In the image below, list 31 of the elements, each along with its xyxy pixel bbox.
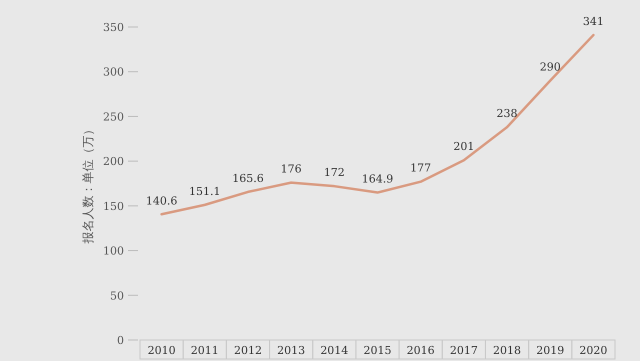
- x-tick-label: 2018: [493, 344, 522, 357]
- data-label: 238: [496, 107, 518, 120]
- x-tick-label: 2017: [450, 344, 478, 357]
- data-label: 290: [540, 60, 561, 74]
- x-tick-label: 2020: [579, 344, 608, 357]
- y-axis-title: 报名人数：单位（万）: [81, 124, 95, 244]
- x-tick-label: 2013: [277, 344, 306, 357]
- data-label: 201: [453, 140, 474, 154]
- y-tick-label: 350: [103, 21, 124, 34]
- data-label: 176: [280, 162, 302, 176]
- data-label: 151.1: [189, 184, 221, 198]
- y-tick-label: 100: [103, 244, 124, 258]
- data-label: 341: [582, 15, 604, 28]
- y-tick-label: 0: [117, 334, 124, 347]
- y-tick-label: 200: [103, 155, 124, 168]
- data-label: 172: [324, 166, 345, 180]
- x-tick-label: 2011: [190, 344, 219, 357]
- y-tick-label: 250: [103, 110, 124, 124]
- x-tick-label: 2016: [406, 344, 435, 357]
- data-label: 177: [410, 162, 432, 175]
- x-tick-label: 2010: [148, 344, 176, 357]
- data-label: 164.9: [362, 172, 394, 186]
- y-tick-label: 50: [110, 289, 124, 302]
- y-tick-label: 150: [103, 200, 124, 213]
- x-tick-label: 2014: [320, 344, 348, 357]
- x-tick-label: 2012: [234, 344, 262, 357]
- data-label: 140.6: [146, 194, 178, 208]
- x-tick-label: 2015: [364, 344, 392, 357]
- x-tick-label: 2019: [536, 344, 564, 357]
- data-label: 165.6: [232, 172, 264, 185]
- y-tick-label: 300: [103, 66, 124, 79]
